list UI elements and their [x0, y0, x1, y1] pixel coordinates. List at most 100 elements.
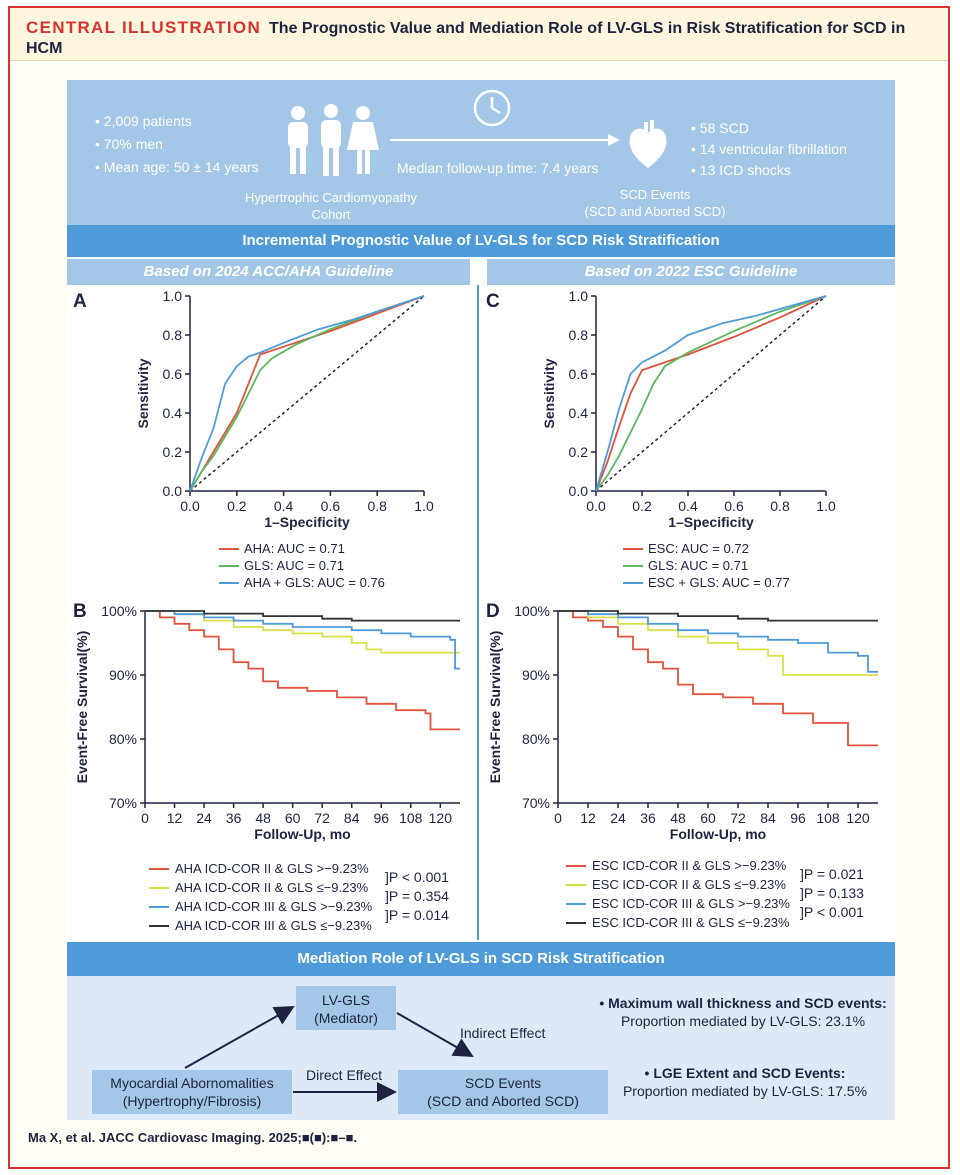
outcome-box: SCD Events (SCD and Aborted SCD)	[398, 1070, 608, 1114]
survival-curve	[558, 610, 878, 676]
x-tick-label: 108	[816, 810, 840, 826]
legend-label: AHA + GLS: AUC = 0.76	[244, 575, 385, 590]
x-tick-label: 0.6	[724, 498, 744, 514]
cohort-stat: • Mean age: 50 ± 14 years	[95, 159, 259, 175]
survival-curve	[558, 610, 878, 747]
y-axis-label: Sensitivity	[541, 358, 557, 428]
y-tick-label: 0.0	[569, 483, 589, 499]
x-tick-label: 0.4	[274, 498, 294, 514]
panel-letter: D	[486, 601, 500, 622]
event-count: • 13 ICD shocks	[691, 162, 791, 178]
p-value-label: ]P < 0.001	[800, 904, 864, 920]
figure-title: CENTRAL ILLUSTRATION The Prognostic Value…	[26, 18, 926, 59]
y-tick-label: 0.6	[569, 366, 589, 382]
right-subtitle: Based on 2022 ESC Guideline	[487, 259, 895, 285]
people-icon	[288, 104, 379, 176]
y-axis-label: Event-Free Survival(%)	[74, 631, 90, 784]
y-tick-label: 70%	[522, 795, 550, 811]
roc-curve	[189, 295, 425, 492]
panel-letter: B	[73, 601, 87, 622]
roc-curve	[189, 295, 425, 492]
x-tick-label: 1.0	[414, 498, 434, 514]
roc-curve	[595, 295, 827, 492]
x-tick-label: 120	[846, 810, 870, 826]
followup-text: Median follow-up time: 7.4 years	[397, 160, 599, 176]
y-tick-label: 1.0	[569, 288, 589, 304]
mediation-arrows	[184, 1006, 474, 1102]
x-tick-label: 96	[373, 810, 389, 826]
citation: Ma X, et al. JACC Cardiovasc Imaging. 20…	[28, 1130, 358, 1145]
followup-arrow	[390, 134, 620, 146]
roc-curve	[189, 295, 425, 492]
x-tick-label: 0.8	[770, 498, 790, 514]
figure-label: CENTRAL ILLUSTRATION	[26, 18, 262, 37]
panel-letter: A	[73, 291, 87, 312]
x-tick-label: 72	[730, 810, 746, 826]
event-count: • 58 SCD	[691, 120, 749, 136]
x-tick-label: 36	[226, 810, 242, 826]
events-caption: SCD Events (SCD and Aborted SCD)	[584, 187, 726, 219]
x-tick-label: 48	[255, 810, 271, 826]
y-tick-label: 0.8	[163, 327, 183, 343]
x-tick-label: 0.8	[367, 498, 387, 514]
cohort-stat: • 70% men	[95, 136, 163, 152]
y-tick-label: 80%	[522, 731, 550, 747]
survival-curve	[558, 610, 878, 622]
reference-diagonal	[595, 295, 827, 492]
y-tick-label: 90%	[109, 667, 137, 683]
x-tick-label: 0.4	[678, 498, 698, 514]
legend-label: ESC ICD-COR III & GLS >−9.23%	[592, 896, 790, 911]
mediator-box: LV-GLS (Mediator)	[296, 986, 396, 1030]
x-tick-label: 60	[700, 810, 716, 826]
legend-label: AHA: AUC = 0.71	[244, 541, 345, 556]
p-value-label: ]P < 0.001	[385, 869, 449, 885]
km-chart-aha: B 0 12 24 36 48 60 72 84 96 108 120 70% 80% 90% 100% Fol…	[73, 601, 460, 933]
roc-chart-aha: A 0.00.0 0.2 0.2 0.4 0.4 0.6 0.6 0.8 0.8 1.0 1.0 1–S…	[73, 288, 434, 590]
legend-label: AHA ICD-COR III & GLS >−9.23%	[175, 899, 373, 914]
p-value-label: ]P = 0.133	[800, 885, 864, 901]
legend-label: GLS: AUC = 0.71	[244, 558, 344, 573]
km-chart-esc: D 0 12 24 36 48 60 72 84 96 108 120 70% 80% 90% 100% Fol…	[486, 601, 878, 930]
x-axis-label: Follow-Up, mo	[254, 826, 350, 842]
x-tick-label: 0.0	[180, 498, 200, 514]
legend-label: GLS: AUC = 0.71	[648, 558, 748, 573]
x-tick-label: 24	[196, 810, 212, 826]
mediation-finding-wall-thickness: • Maximum wall thickness and SCD events:…	[599, 995, 887, 1029]
mediation-finding-lge: • LGE Extent and SCD Events: Proportion m…	[622, 1065, 868, 1099]
x-tick-label: 12	[580, 810, 596, 826]
reference-diagonal	[189, 295, 425, 492]
x-tick-label: 120	[429, 810, 453, 826]
y-tick-label: 100%	[514, 603, 550, 619]
clock-icon	[473, 89, 511, 127]
x-tick-label: 84	[760, 810, 776, 826]
legend-label: AHA ICD-COR II & GLS >−9.23%	[175, 861, 369, 876]
indirect-effect-label: Indirect Effect	[460, 1025, 546, 1041]
x-axis-label: Follow-Up, mo	[670, 826, 766, 842]
legend-label: ESC ICD-COR III & GLS ≤−9.23%	[592, 915, 790, 930]
survival-curve	[145, 610, 460, 622]
y-axis-label: Event-Free Survival(%)	[487, 631, 503, 784]
y-tick-label: 0.8	[569, 327, 589, 343]
p-value-label: ]P = 0.021	[800, 866, 864, 882]
left-subtitle: Based on 2024 ACC/AHA Guideline	[67, 259, 470, 285]
y-tick-label: 90%	[522, 667, 550, 683]
y-tick-label: 0.6	[163, 366, 183, 382]
cohort-caption: Hypertrophic Cardiomyopathy Cohort	[245, 190, 417, 222]
y-tick-label: 0.0	[163, 483, 183, 499]
survival-curve	[145, 610, 460, 731]
panel-letter: C	[486, 291, 500, 312]
heart-icon	[629, 120, 667, 168]
legend-label: AHA ICD-COR II & GLS ≤−9.23%	[175, 880, 369, 895]
x-tick-label: 72	[314, 810, 330, 826]
survival-curve	[558, 610, 878, 673]
x-tick-label: 48	[670, 810, 686, 826]
x-tick-label: 84	[344, 810, 360, 826]
x-tick-label: 0	[141, 810, 149, 826]
figure-title-text: The Prognostic Value and Mediation Role …	[26, 20, 906, 57]
x-tick-label: 24	[610, 810, 626, 826]
roc-curve	[595, 295, 827, 492]
exposure-box: Myocardial Abornomalities (Hypertrophy/Fi…	[92, 1070, 292, 1114]
legend-label: ESC ICD-COR II & GLS ≤−9.23%	[592, 877, 786, 892]
x-tick-label: 0.0	[586, 498, 606, 514]
survival-curve	[145, 610, 460, 654]
